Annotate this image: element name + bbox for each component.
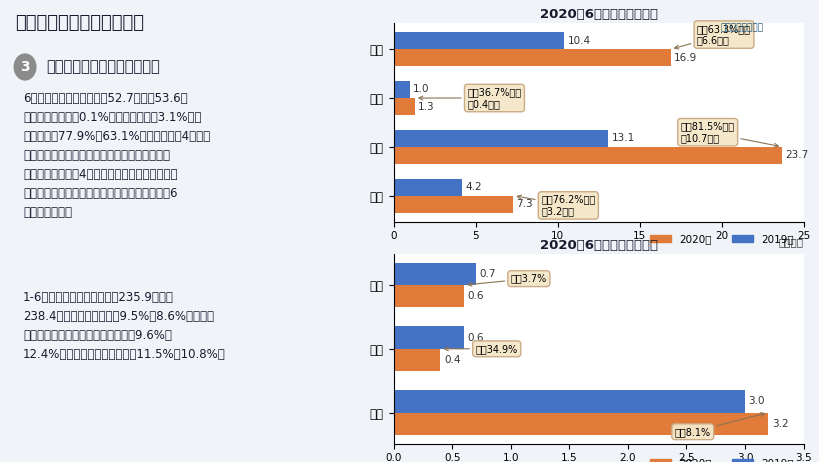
Text: 3: 3 [20,60,29,74]
Text: 0.4: 0.4 [443,355,460,365]
Text: 7.3: 7.3 [516,199,532,209]
Bar [393,390,744,413]
Text: 0.6: 0.6 [467,291,483,301]
Legend: 2020年, 2019年: 2020年, 2019年 [645,230,798,249]
Text: 中国汽车工业协会: 中国汽车工业协会 [720,23,762,32]
Text: 增长36.7%，增
加0.4万辆: 增长36.7%，增 加0.4万辆 [419,87,521,109]
Text: （万辆）: （万辆） [778,237,803,248]
Bar [393,327,464,349]
Text: 13.1: 13.1 [611,134,634,143]
Text: 1.0: 1.0 [413,85,429,95]
Bar [393,98,414,115]
Bar [393,285,464,307]
Text: 增长76.2%，增
加3.2万辆: 增长76.2%，增 加3.2万辆 [517,195,595,216]
Text: 下降34.9%: 下降34.9% [444,344,518,354]
Bar [393,32,563,49]
Circle shape [14,54,36,80]
Text: 增长8.1%: 增长8.1% [674,413,763,437]
Bar [393,413,767,435]
Bar [393,263,475,285]
Title: 2020年6月货车分车型销量: 2020年6月货车分车型销量 [539,7,657,20]
Text: 4.2: 4.2 [465,182,482,192]
Text: 增长81.5%，增
加10.7万辆: 增长81.5%，增 加10.7万辆 [680,122,777,147]
Text: 下降3.7%: 下降3.7% [468,274,546,286]
Text: 0.6: 0.6 [467,333,483,343]
Text: 0.7: 0.7 [478,269,495,279]
Text: 增长63.3%，增
加6.6万辆: 增长63.3%，增 加6.6万辆 [674,24,750,49]
Text: 3.2: 3.2 [771,419,788,429]
Title: 2020年6月客车分车型销量: 2020年6月客车分车型销量 [539,238,657,251]
Bar [393,81,410,98]
Bar [393,49,670,67]
Text: 1-6月，商用车产销分别完成235.9万辆和
238.4万辆，同比分别增长9.5%和8.6%。分车型
产销情况看，客车产销同比分别下降9.6%和
12.4%；货: 1-6月，商用车产销分别完成235.9万辆和 238.4万辆，同比分别增长9.5… [23,291,225,361]
Legend: 2020年, 2019年: 2020年, 2019年 [645,454,798,462]
Bar [393,178,462,195]
Text: 二、汽车工业经济运行情况: 二、汽车工业经济运行情况 [16,14,144,32]
Bar [393,195,513,213]
Text: 10.4: 10.4 [567,36,590,46]
Bar [393,130,608,147]
Text: 3.0: 3.0 [748,396,764,407]
Text: 16.9: 16.9 [673,53,696,63]
Bar [393,147,781,164]
Text: 商用车单月销量再创历史新高: 商用车单月销量再创历史新高 [46,60,160,74]
Text: 1.3: 1.3 [418,102,434,111]
Text: 6月，商用车产销分别完成52.7万辆和53.6万
辆，产量环比下降0.1%，销量环比增长3.1%；同
比分别增长77.9%和63.1%。其中销量继4月之后
又一: 6月，商用车产销分别完成52.7万辆和53.6万 辆，产量环比下降0.1%，销量… [23,92,210,219]
Text: 23.7: 23.7 [785,150,808,160]
Bar [393,349,440,371]
